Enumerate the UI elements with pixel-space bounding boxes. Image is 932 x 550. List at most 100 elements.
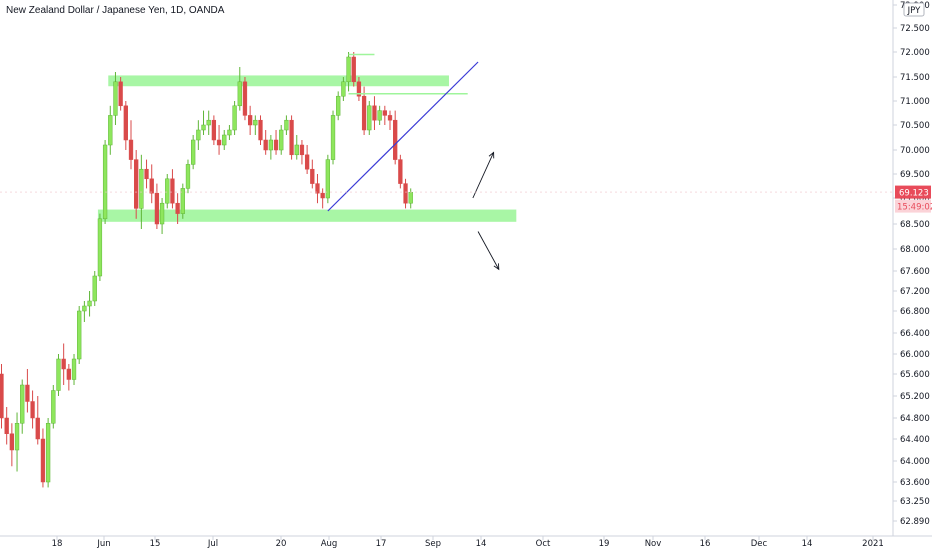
candle	[361, 86, 367, 135]
candle	[237, 67, 242, 111]
time-tick-label: 19	[599, 539, 610, 549]
candle-body	[299, 144, 305, 156]
bar-countdown: 15:49:02	[897, 203, 932, 213]
price-tick-label: 72.000	[900, 48, 930, 58]
candle	[40, 428, 46, 488]
candle-body	[191, 139, 196, 165]
candle	[154, 183, 160, 229]
candle	[284, 115, 289, 135]
candle	[227, 125, 232, 140]
candle-body	[356, 81, 362, 97]
candle-body	[216, 139, 222, 146]
candle-body	[82, 305, 87, 312]
chart-title: New Zealand Dollar / Japanese Yen, 1D, O…	[6, 5, 225, 16]
price-tick-label: 68.500	[900, 220, 930, 230]
candle	[222, 130, 227, 150]
candle	[367, 101, 372, 135]
candle	[45, 418, 51, 488]
candle	[398, 154, 403, 189]
candle-body	[71, 358, 77, 380]
candle-body	[206, 119, 211, 126]
candle-body	[102, 144, 108, 220]
candle	[299, 140, 305, 165]
candle	[351, 52, 356, 87]
candle-body	[56, 358, 61, 391]
candle	[35, 396, 40, 445]
price-zone	[97, 209, 517, 222]
candle	[87, 291, 92, 317]
candle-body	[180, 188, 185, 214]
time-tick-label: 15	[150, 539, 161, 549]
candle-body	[139, 168, 144, 209]
candle-body	[0, 373, 4, 419]
price-tick-label: 72.500	[900, 24, 930, 34]
price-tick-label: 64.000	[900, 457, 930, 467]
candle	[102, 140, 108, 224]
currency-badge[interactable]: JPY	[903, 2, 925, 17]
candle-body	[113, 81, 118, 116]
candle	[211, 115, 217, 145]
candle	[118, 77, 123, 111]
candle-body	[393, 119, 398, 160]
candle	[170, 169, 175, 209]
candle	[377, 105, 382, 125]
price-tick-label: 65.600	[900, 370, 930, 380]
price-zone	[108, 75, 449, 87]
candle	[247, 105, 253, 135]
candle	[9, 423, 15, 467]
time-tick-label: 2021	[862, 539, 884, 549]
candle	[185, 159, 191, 194]
candle-body	[4, 417, 9, 434]
candle-body	[108, 115, 113, 146]
candle-body	[403, 183, 408, 204]
currency-label: JPY	[907, 6, 921, 16]
time-tick-label: 14	[476, 539, 487, 549]
candle-body	[201, 124, 206, 131]
candle-body	[165, 178, 170, 204]
drawings	[0, 53, 893, 271]
candle-body	[134, 159, 139, 209]
candle-body	[279, 129, 284, 151]
candle-body	[196, 129, 201, 141]
price-tick-label: 68.000	[900, 245, 930, 255]
candle-body	[232, 105, 237, 131]
arrow-down-icon	[477, 231, 500, 271]
candle	[372, 96, 377, 130]
candle	[0, 364, 4, 429]
candle-body	[398, 159, 403, 184]
candle	[232, 101, 237, 135]
candle-body	[154, 192, 160, 225]
candle-body	[289, 119, 294, 156]
candle	[294, 135, 299, 160]
candle	[30, 390, 35, 429]
time-tick-label: Dec	[751, 539, 768, 549]
candle-body	[170, 178, 175, 204]
candle	[14, 412, 20, 472]
candle	[97, 213, 103, 281]
candle-body	[30, 401, 35, 419]
arrow-up-icon	[472, 151, 495, 199]
candle	[346, 52, 351, 92]
candle-body	[227, 129, 232, 136]
candle	[325, 154, 330, 204]
candle-body	[268, 139, 274, 151]
candle-body	[284, 119, 289, 131]
time-axis[interactable]: 18 Jun 15 Jul 20 Aug 17 Sep 14 Oct 19 Nov 16 Dec 14 202…	[52, 536, 884, 549]
candle-body	[40, 438, 46, 483]
candle-body	[310, 168, 315, 184]
candle-body	[367, 105, 372, 131]
candle-body	[273, 139, 279, 151]
candle-body	[14, 423, 20, 451]
candle	[191, 135, 196, 170]
candle-body	[258, 119, 263, 141]
candle-body	[242, 81, 248, 116]
candle-body	[51, 390, 56, 424]
candle	[279, 125, 284, 155]
candle	[263, 130, 268, 155]
candle	[382, 105, 387, 125]
price-tick-label: 62.890	[900, 517, 930, 527]
price-tick-label: 69.500	[900, 170, 930, 180]
candles	[0, 52, 413, 488]
